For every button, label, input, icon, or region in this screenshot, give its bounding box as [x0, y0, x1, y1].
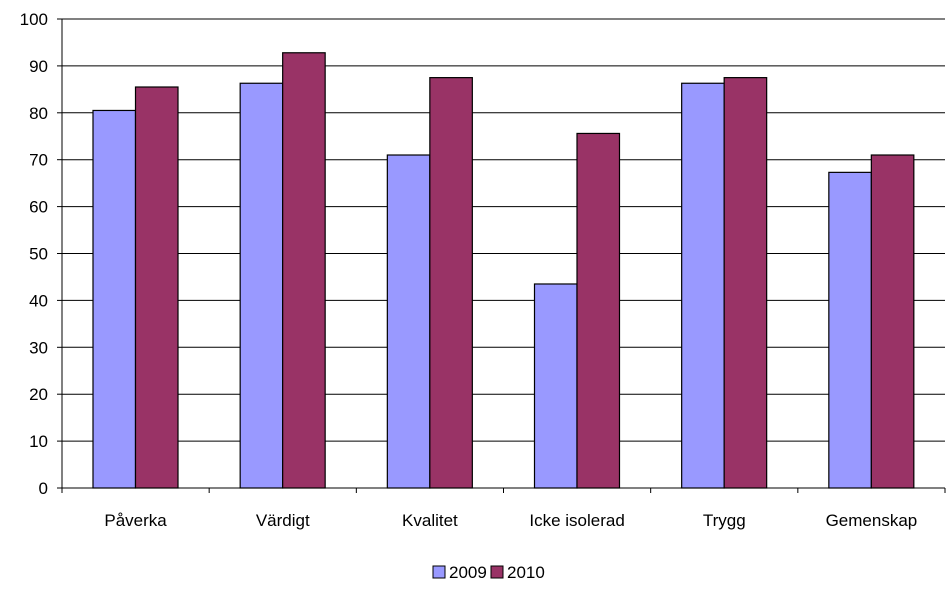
x-tick-labels: Påverka Värdigt Kvalitet Icke isolerad Trygg… [104, 511, 917, 530]
y-tick-labels: 0 10 20 30 40 50 60 70 80 90 100 [20, 10, 48, 498]
x-tick-label: Icke isolerad [529, 511, 624, 530]
y-tick-label: 100 [20, 10, 48, 29]
x-tick-label: Trygg [703, 511, 746, 530]
y-tick-label: 20 [29, 385, 48, 404]
bars [92, 52, 915, 489]
gridlines [62, 18, 945, 442]
bar-2009-2 [386, 154, 431, 489]
bar-2009-5 [828, 171, 872, 489]
bar-2009-0 [92, 109, 137, 489]
axes [57, 18, 946, 493]
bar-2009-4 [681, 82, 725, 489]
y-tick-label: 70 [29, 151, 48, 170]
bar-2010-0 [134, 86, 179, 489]
bar-2009-1 [239, 82, 284, 489]
bar-2010-2 [429, 77, 473, 489]
bar-2010-3 [576, 132, 621, 489]
y-tick-label: 0 [39, 479, 48, 498]
bar-2009-3 [533, 283, 578, 489]
bar-2010-4 [723, 77, 768, 489]
y-tick-label: 40 [29, 291, 48, 310]
legend: 2009 2010 [432, 563, 545, 582]
y-tick-label: 80 [29, 104, 48, 123]
bar-2010-1 [282, 52, 326, 489]
bar-2010-5 [870, 154, 915, 489]
legend-swatch-2009 [432, 565, 446, 579]
x-tick-label: Gemenskap [826, 511, 918, 530]
y-tick-label: 50 [29, 245, 48, 264]
x-tick-label: Värdigt [256, 511, 310, 530]
legend-label: 2010 [507, 563, 545, 582]
y-tick-label: 60 [29, 198, 48, 217]
legend-swatch-2010 [490, 565, 504, 579]
y-tick-label: 90 [29, 57, 48, 76]
legend-label: 2009 [449, 563, 487, 582]
y-tick-label: 10 [29, 432, 48, 451]
x-tick-label: Påverka [104, 511, 167, 530]
y-tick-label: 30 [29, 338, 48, 357]
x-tick-label: Kvalitet [402, 511, 458, 530]
